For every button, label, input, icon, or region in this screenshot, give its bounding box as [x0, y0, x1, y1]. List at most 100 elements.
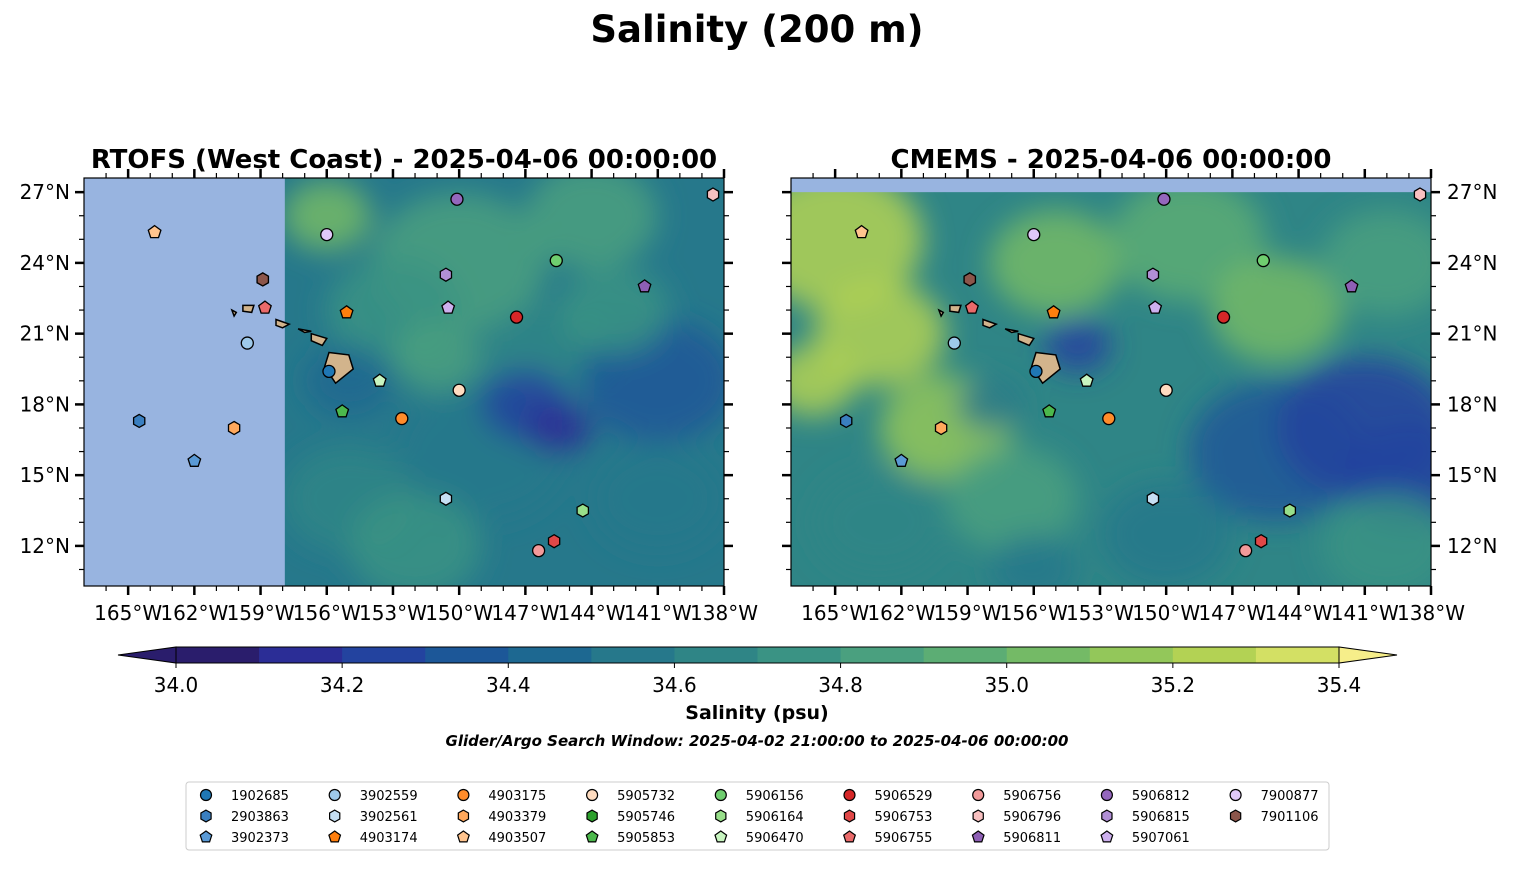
float-marker-4903379: [457, 809, 470, 823]
legend-item-3902559: 3902559: [328, 788, 418, 804]
float-marker-5906753: [843, 809, 856, 823]
salinity-patch: [956, 377, 1023, 431]
salinity-field-cmems: [791, 178, 1431, 586]
lon-tick-label: 153°W: [359, 601, 427, 625]
legend-item-5906796: 5906796: [972, 809, 1061, 825]
float-marker-4903507: [147, 224, 162, 239]
legend-frame: [185, 781, 1330, 851]
legend-label: 3902559: [360, 789, 418, 804]
salinity-patch: [558, 265, 669, 355]
legend-label: 7900877: [1261, 789, 1319, 804]
lon-tick-label: 153°W: [1066, 601, 1134, 625]
float-marker-4903175: [395, 411, 409, 426]
salinity-patch: [989, 209, 1123, 316]
lon-tick-label: 150°W: [1132, 601, 1200, 625]
colorbar-cell: [508, 647, 592, 663]
colorbar-cell: [259, 647, 343, 663]
lon-tick-label: 144°W: [558, 601, 626, 625]
legend-label: 3902373: [231, 831, 289, 846]
float-marker-7900877: [320, 227, 334, 242]
lat-tick-label: 12°N: [20, 534, 70, 558]
lon-tick-label: 156°W: [293, 601, 361, 625]
colorbar-cell: [342, 647, 426, 663]
search-window-caption: Glider/Argo Search Window: 2025-04-02 21…: [446, 732, 1069, 750]
salinity-patch: [1044, 318, 1112, 372]
float-marker-5906815: [1146, 267, 1160, 282]
lon-tick-label: 150°W: [425, 601, 493, 625]
colorbar-tick-label: 35.0: [984, 673, 1029, 697]
axis-ticks-rtofs: 165°W162°W159°W156°W153°W150°W147°W144°W…: [20, 169, 758, 625]
float-marker-5906753: [1254, 533, 1268, 549]
salinity-patch: [813, 469, 946, 576]
float-marker-5905732: [1159, 383, 1173, 397]
lon-tick-label: 138°W: [690, 601, 758, 625]
float-markers-cmems: [839, 187, 1427, 558]
colorbar-frame: [175, 646, 1340, 664]
lat-tick-label: 18°N: [20, 392, 70, 416]
float-marker-4903379: [227, 420, 241, 436]
legend-label: 5906811: [1003, 831, 1061, 846]
colorbar-cell: [176, 647, 260, 663]
float-marker-5906156: [549, 253, 563, 268]
legend-item-5905746: 5905746: [586, 809, 675, 825]
colorbar-cell: [923, 647, 1008, 663]
legend-label: 1902685: [231, 789, 289, 804]
legend-label: 4903175: [488, 789, 546, 804]
kauai-island: [949, 304, 962, 314]
float-marker-5906164: [715, 809, 727, 823]
legend-label: 5905853: [617, 831, 675, 846]
salinity-field-rtofs: [84, 178, 724, 586]
legend-label: 5905732: [617, 789, 675, 804]
float-marker-5906164: [576, 503, 590, 518]
legend-label: 5906755: [875, 831, 933, 846]
float-marker-5906529: [843, 788, 856, 802]
lon-tick-label: 147°W: [1198, 601, 1266, 625]
lat-tick-label: 15°N: [1447, 463, 1497, 487]
lat-tick-label: 21°N: [1447, 322, 1497, 346]
float-marker-7900877: [1229, 788, 1242, 802]
float-marker-5906753: [547, 533, 561, 549]
molokai-island: [297, 328, 312, 334]
legend-item-4903379: 4903379: [457, 809, 546, 825]
float-marker-5906796: [972, 809, 984, 823]
colorbar-tick-label: 34.6: [652, 673, 697, 697]
float-marker-2903863: [839, 413, 853, 429]
lon-tick-label: 156°W: [1000, 601, 1068, 625]
float-marker-5906755: [964, 300, 979, 314]
lon-tick-label: 141°W: [1331, 601, 1399, 625]
lat-tick-label: 21°N: [20, 322, 70, 346]
float-marker-7901106: [256, 272, 270, 287]
float-legend: 1902685 2903863 3902373 3902559 3902561 49031…: [185, 781, 1330, 851]
legend-label: 5906156: [746, 789, 804, 804]
legend-item-5906156: 5906156: [714, 788, 804, 804]
lat-tick-label: 27°N: [20, 180, 70, 204]
lon-tick-label: 159°W: [934, 601, 1002, 625]
legend-label: 4903507: [488, 831, 546, 846]
float-marker-7900877: [1027, 227, 1041, 242]
colorbar-extend-low: [117, 646, 177, 664]
float-marker-5906164: [1283, 503, 1297, 518]
colorbar-tick-label: 34.8: [818, 673, 863, 697]
float-marker-5906812: [1157, 192, 1171, 206]
legend-label: 4903174: [360, 831, 418, 846]
colorbar-cell: [840, 647, 925, 663]
legend-label: 5907061: [1132, 831, 1190, 846]
float-marker-5905853: [1042, 404, 1057, 418]
float-marker-4903507: [854, 224, 869, 239]
legend-label: 5906812: [1132, 789, 1190, 804]
float-marker-5906815: [439, 267, 453, 282]
legend-item-2903863: 2903863: [200, 809, 289, 825]
maui-island: [310, 332, 328, 347]
legend-item-5905853: 5905853: [585, 830, 675, 846]
no-data-region: [84, 178, 285, 586]
map-frame-cmems: [790, 177, 1432, 587]
legend-item-5906529: 5906529: [843, 788, 932, 804]
legend-item-4903175: 4903175: [457, 788, 546, 804]
colorbar: 34.0 34.2 34.4 34.6 34.8 35.0 35.2 35.4: [117, 646, 1398, 697]
float-marker-5906756: [531, 543, 546, 558]
salinity-patch: [525, 401, 592, 455]
colorbar-tick-label: 34.2: [320, 673, 365, 697]
maui-island: [1017, 332, 1035, 347]
map-frame-rtofs: [83, 177, 725, 587]
float-marker-5906156: [1256, 253, 1270, 268]
